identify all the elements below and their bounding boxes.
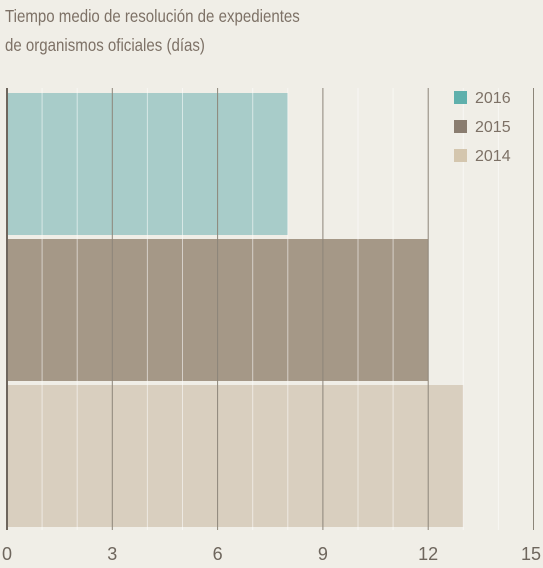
- chart-title-line-1: Tiempo medio de resolución de expediente…: [5, 6, 300, 26]
- bar-2014: [7, 385, 464, 527]
- legend-swatch-2014: [454, 149, 467, 162]
- legend-label-2015: 2015: [475, 119, 511, 136]
- x-tick-label: 15: [521, 544, 541, 564]
- x-tick-label: 0: [2, 544, 12, 564]
- x-tick-label: 9: [318, 544, 328, 564]
- x-tick-label: 6: [213, 544, 223, 564]
- legend-swatch-2015: [454, 120, 467, 133]
- x-tick-label: 12: [418, 544, 438, 564]
- x-tick-label: 3: [107, 544, 117, 564]
- legend-label-2014: 2014: [475, 148, 511, 165]
- legend-swatch-2016: [454, 91, 467, 104]
- chart-title: Tiempo medio de resolución de expediente…: [5, 2, 300, 60]
- legend-label-2016: 2016: [475, 90, 511, 107]
- chart-title-line-2: de organismos oficiales (días): [5, 35, 205, 55]
